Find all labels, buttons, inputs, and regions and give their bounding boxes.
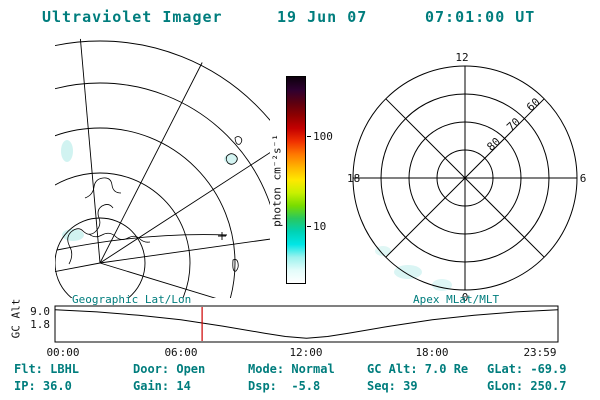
colorbar — [286, 76, 306, 284]
altitude-curve — [54, 309, 559, 339]
mlt-label-6: 6 — [580, 172, 587, 185]
orbit-track-line — [56, 232, 228, 251]
mlat-ring-label-60: 60 — [524, 95, 543, 114]
colorbar-tick-10: 10 — [313, 220, 327, 233]
mlt-label-0: 0 — [462, 291, 469, 304]
mlat-ring-label-80: 80 — [484, 135, 503, 154]
xtick-0000: 00:00 — [46, 346, 80, 359]
status-ip: IP: 36.0 — [14, 379, 72, 393]
coastlines — [67, 136, 243, 272]
observation-date: 19 Jun 07 — [277, 8, 368, 26]
observation-time: 07:01:00 UT — [425, 8, 536, 26]
xtick-0600: 06:00 — [164, 346, 198, 359]
polar-mlat-mlt-panel: 12 18 6 0 60 70 80 — [347, 51, 587, 304]
polar-caption: Apex MLat/MLT — [413, 293, 500, 306]
xtick-1200: 12:00 — [289, 346, 323, 359]
colorbar-tick-100-mark — [307, 136, 311, 137]
ytick-9: 9.0 — [30, 305, 50, 318]
status-flt: Flt: LBHL — [14, 362, 80, 376]
altitude-timeline-panel — [54, 305, 559, 343]
timeline-frame — [54, 305, 559, 343]
ytick-1_8: 1.8 — [30, 318, 50, 331]
mlat-ring-label-70: 70 — [504, 115, 523, 134]
aurora-patches-polar — [375, 246, 452, 291]
colorbar-tick-10-mark — [307, 226, 311, 227]
map-caption: Geographic Lat/Lon — [72, 293, 192, 306]
latlon-grid — [55, 38, 270, 298]
status-door: Door: Open — [133, 362, 206, 376]
status-gain: Gain: 14 — [133, 379, 191, 393]
status-mode: Mode: Normal — [248, 362, 335, 376]
status-dsp: Dsp: -5.8 — [248, 379, 321, 393]
mlt-label-12: 12 — [455, 51, 468, 64]
polar-grid — [352, 65, 578, 291]
status-gc-alt: GC Alt: 7.0 Re — [367, 362, 469, 376]
xtick-2359: 23:59 — [523, 346, 557, 359]
instrument-title: Ultraviolet Imager — [42, 8, 223, 26]
status-glon: GLon: 250.7 — [487, 379, 567, 393]
status-glat: GLat: -69.9 — [487, 362, 567, 376]
status-seq: Seq: 39 — [367, 379, 418, 393]
colorbar-tick-100: 100 — [313, 130, 333, 143]
colorbar-label: photon cm⁻²s⁻¹ — [270, 134, 284, 227]
colorbar-gradient — [287, 77, 305, 283]
timeline-ylabel: GC Alt — [9, 298, 23, 339]
geographic-map-panel — [55, 38, 270, 298]
xtick-1800: 18:00 — [415, 346, 449, 359]
mlt-label-18: 18 — [347, 172, 360, 185]
